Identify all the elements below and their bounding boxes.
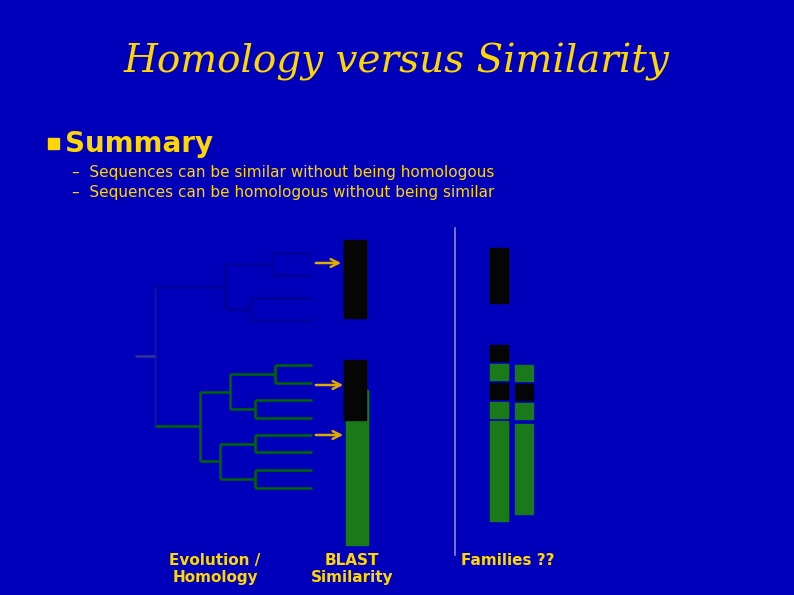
Bar (344, 240, 366, 318)
Bar (344, 360, 366, 420)
Bar (515, 365, 533, 381)
Bar (490, 345, 508, 361)
Bar (515, 384, 533, 400)
Bar (490, 364, 508, 380)
Bar (490, 421, 508, 521)
Text: –  Sequences can be homologous without being similar: – Sequences can be homologous without be… (72, 186, 495, 201)
Bar (346, 390, 368, 545)
Bar (490, 248, 508, 303)
Text: Evolution /
Homology: Evolution / Homology (169, 553, 260, 585)
Bar (490, 383, 508, 399)
Bar (515, 403, 533, 419)
Text: Summary: Summary (65, 130, 213, 158)
Text: BLAST
Similarity: BLAST Similarity (310, 553, 393, 585)
Bar (48, 138, 59, 149)
Bar (490, 402, 508, 418)
Text: –  Sequences can be similar without being homologous: – Sequences can be similar without being… (72, 165, 495, 180)
Text: Homology versus Similarity: Homology versus Similarity (124, 43, 670, 81)
Bar (515, 424, 533, 514)
Text: Families ??: Families ?? (461, 553, 555, 568)
